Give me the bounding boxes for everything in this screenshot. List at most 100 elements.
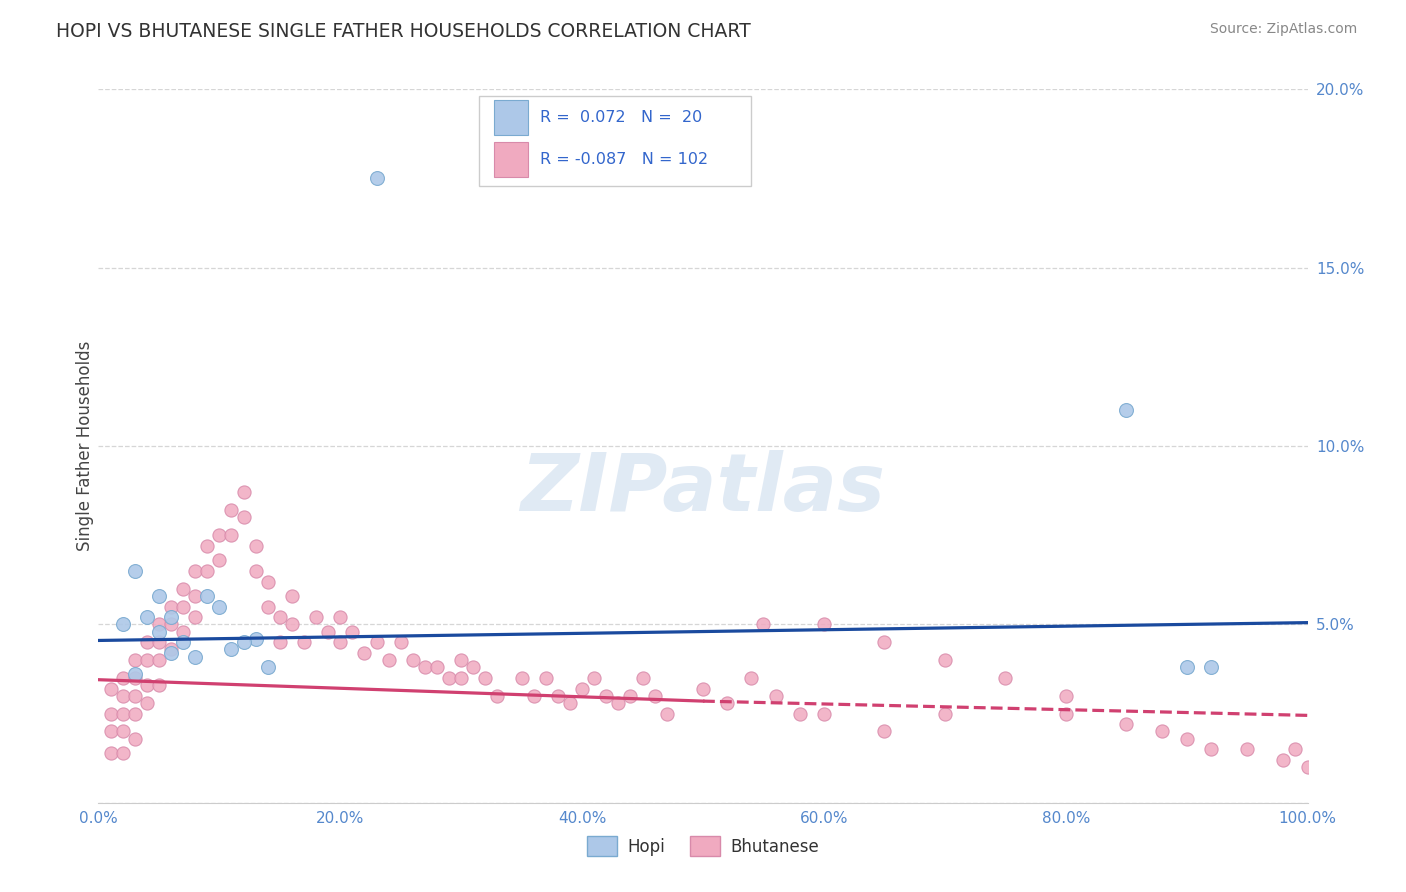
Point — [450, 671, 472, 685]
Point — [148, 589, 170, 603]
Point — [184, 610, 207, 624]
Point — [366, 171, 388, 186]
Point — [1296, 760, 1319, 774]
Point — [292, 635, 315, 649]
Point — [631, 671, 654, 685]
Point — [644, 689, 666, 703]
Point — [100, 706, 122, 721]
Point — [111, 689, 134, 703]
Point — [377, 653, 399, 667]
Point — [740, 671, 762, 685]
Point — [510, 671, 533, 685]
Point — [353, 646, 375, 660]
Point — [692, 681, 714, 696]
Point — [124, 667, 146, 681]
Point — [232, 485, 254, 500]
Point — [607, 696, 630, 710]
Point — [160, 642, 183, 657]
Point — [281, 589, 304, 603]
Text: R =  0.072   N =  20: R = 0.072 N = 20 — [540, 110, 702, 125]
Point — [366, 635, 388, 649]
Point — [1115, 717, 1137, 731]
FancyBboxPatch shape — [494, 143, 527, 177]
Point — [100, 746, 122, 760]
Point — [619, 689, 641, 703]
Point — [100, 681, 122, 696]
Point — [1175, 660, 1198, 674]
Point — [1152, 724, 1174, 739]
Point — [221, 503, 243, 517]
Point — [245, 632, 267, 646]
Point — [523, 689, 546, 703]
Point — [342, 624, 364, 639]
Point — [873, 635, 896, 649]
Point — [172, 635, 194, 649]
Point — [111, 724, 134, 739]
Point — [934, 653, 956, 667]
Point — [547, 689, 569, 703]
Point — [232, 635, 254, 649]
Point — [184, 589, 207, 603]
Point — [124, 689, 146, 703]
Point — [195, 539, 218, 553]
Point — [426, 660, 449, 674]
Point — [305, 610, 328, 624]
FancyBboxPatch shape — [494, 101, 527, 135]
Point — [256, 660, 278, 674]
Point — [765, 689, 787, 703]
Point — [111, 617, 134, 632]
Point — [124, 706, 146, 721]
Point — [208, 528, 231, 542]
Point — [534, 671, 557, 685]
Point — [389, 635, 412, 649]
Point — [172, 624, 194, 639]
Point — [160, 646, 183, 660]
Point — [873, 724, 896, 739]
Point — [437, 671, 460, 685]
Point — [221, 642, 243, 657]
Point — [1272, 753, 1295, 767]
Point — [135, 696, 157, 710]
Point — [184, 564, 207, 578]
Point — [450, 653, 472, 667]
Point — [329, 610, 352, 624]
Point — [111, 746, 134, 760]
Text: ZIPatlas: ZIPatlas — [520, 450, 886, 528]
Point — [316, 624, 339, 639]
Point — [135, 678, 157, 692]
Text: HOPI VS BHUTANESE SINGLE FATHER HOUSEHOLDS CORRELATION CHART: HOPI VS BHUTANESE SINGLE FATHER HOUSEHOL… — [56, 22, 751, 41]
Point — [269, 610, 291, 624]
Point — [100, 724, 122, 739]
Point — [1175, 731, 1198, 746]
Point — [124, 671, 146, 685]
Point — [474, 671, 496, 685]
Point — [208, 553, 231, 567]
Text: Source: ZipAtlas.com: Source: ZipAtlas.com — [1209, 22, 1357, 37]
Point — [195, 589, 218, 603]
Point — [245, 564, 267, 578]
Point — [281, 617, 304, 632]
Point — [124, 653, 146, 667]
Point — [148, 653, 170, 667]
Point — [111, 706, 134, 721]
Point — [124, 731, 146, 746]
Point — [402, 653, 425, 667]
Point — [655, 706, 678, 721]
Point — [583, 671, 606, 685]
Point — [1199, 660, 1222, 674]
Point — [269, 635, 291, 649]
Point — [463, 660, 485, 674]
Point — [994, 671, 1017, 685]
Text: R = -0.087   N = 102: R = -0.087 N = 102 — [540, 152, 707, 167]
Point — [148, 678, 170, 692]
Point — [148, 635, 170, 649]
Point — [160, 599, 183, 614]
Point — [752, 617, 775, 632]
Point — [135, 610, 157, 624]
Point — [208, 599, 231, 614]
Point — [232, 510, 254, 524]
Point — [221, 528, 243, 542]
Point — [245, 539, 267, 553]
Point — [1284, 742, 1306, 756]
Point — [135, 653, 157, 667]
